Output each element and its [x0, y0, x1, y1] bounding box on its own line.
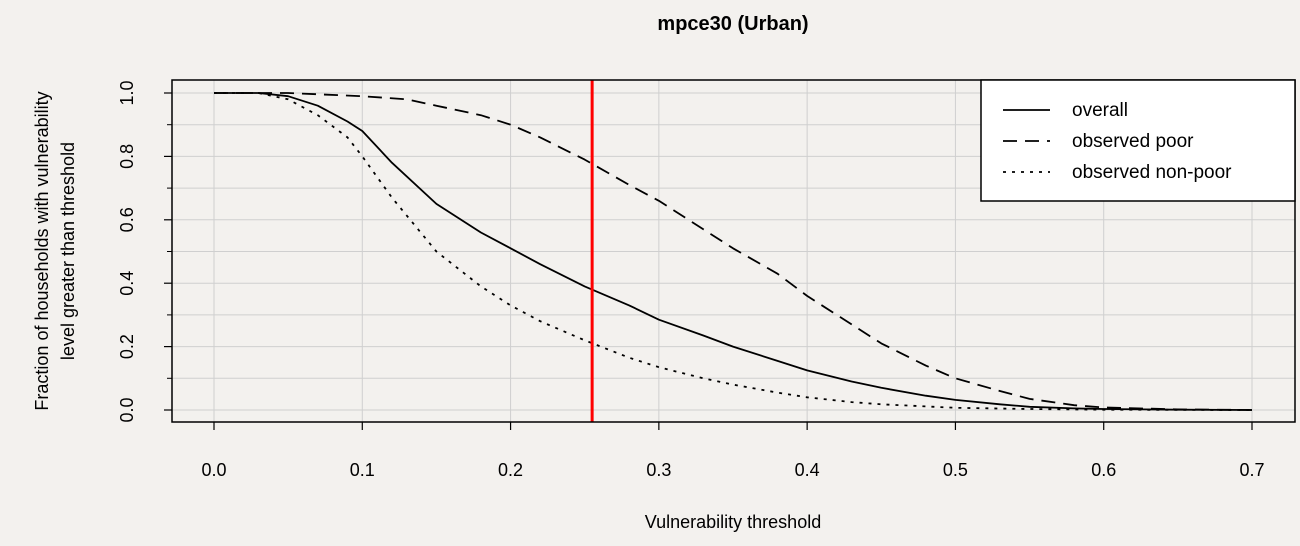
x-tick-label: 0.7 — [1239, 460, 1264, 480]
x-tick-label: 0.1 — [350, 460, 375, 480]
y-tick-label: 1.0 — [117, 80, 137, 105]
legend-label-observed-poor: observed poor — [1072, 131, 1194, 152]
series-line-overall — [214, 92, 1253, 411]
legend-label-observed-non-poor: observed non-poor — [1072, 162, 1232, 183]
series-layer — [214, 80, 1253, 422]
chart-title: mpce30 (Urban) — [657, 13, 808, 35]
legend-label-overall: overall — [1072, 100, 1128, 121]
y-tick-label: 0.4 — [117, 271, 137, 296]
axis-layer: 0.0 0.1 0.2 0.3 0.4 0.5 0.6 0.7 0.0 0.2 0.4 0.6 0.8 1… — [117, 80, 1265, 480]
series-line-observed-non-poor — [214, 92, 1253, 411]
y-tick-label: 0.8 — [117, 144, 137, 169]
x-tick-label: 0.6 — [1091, 460, 1116, 480]
legend: overall observed poor observed non-poor — [980, 79, 1296, 202]
y-tick-label: 0.6 — [117, 207, 137, 232]
y-axis-label-line1: Fraction of households with vulnerabilit… — [32, 91, 52, 410]
x-tick-label: 0.5 — [943, 460, 968, 480]
y-tick-label: 0.2 — [117, 334, 137, 359]
y-tick-label: 0.0 — [117, 397, 137, 422]
x-tick-label: 0.0 — [201, 460, 226, 480]
x-tick-label: 0.2 — [498, 460, 523, 480]
x-tick-label: 0.3 — [646, 460, 671, 480]
x-axis-label: Vulnerability threshold — [645, 512, 821, 532]
series-line-observed-poor — [214, 92, 1253, 411]
x-tick-label: 0.4 — [795, 460, 820, 480]
y-axis-label-line2: level greater than threshold — [58, 142, 78, 360]
